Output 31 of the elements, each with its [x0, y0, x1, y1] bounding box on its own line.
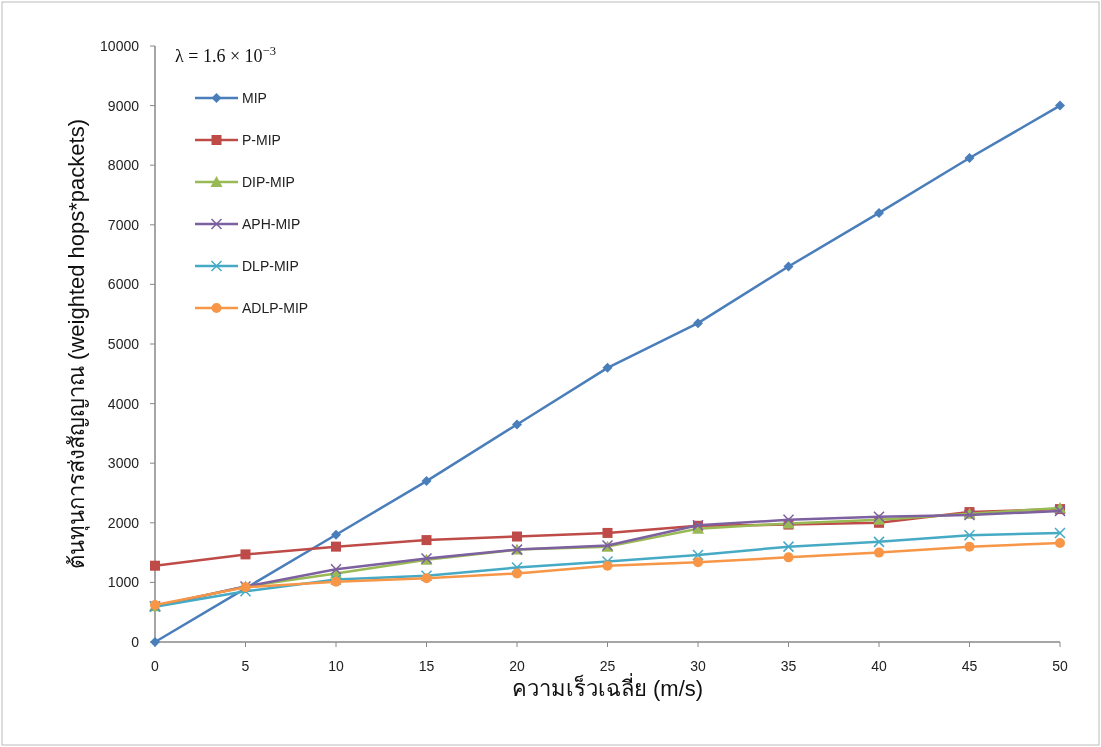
y-tick-label: 6000: [107, 276, 140, 293]
legend-label: APH-MIP: [242, 216, 301, 232]
x-tick-label: 15: [418, 658, 435, 674]
legend-label: ADLP-MIP: [242, 300, 309, 316]
y-tick-label: 4000: [107, 395, 140, 412]
y-tick-label: 1000: [107, 574, 140, 591]
y-axis-title: ต้นทุนการส่งสัญญาณ (weighted hops*packets): [64, 118, 90, 570]
y-tick-label: 8000: [107, 157, 140, 174]
y-tick-label: 9000: [107, 97, 140, 114]
x-tick-label: 30: [690, 658, 706, 674]
x-tick-label: 10: [328, 658, 344, 674]
x-tick-label: 25: [599, 658, 616, 674]
y-tick-label: 5000: [107, 336, 140, 352]
y-tick-label: 10000: [100, 38, 140, 54]
x-tick-label: 35: [780, 658, 797, 674]
annotation: λ = 1.6 × 10$^{−3}$: [175, 44, 276, 66]
x-tick-label: 50: [1052, 658, 1068, 674]
y-tick-label: 2000: [107, 514, 140, 531]
legend-label: P-MIP: [242, 132, 281, 148]
x-tick-label: 5: [241, 658, 250, 674]
legend-label: MIP: [242, 90, 267, 106]
legend-label: DIP-MIP: [242, 174, 295, 190]
y-tick-label: 0: [131, 634, 140, 650]
y-tick-label: 3000: [107, 455, 140, 472]
y-tick-label: 7000: [107, 216, 140, 233]
x-tick-label: 20: [509, 658, 525, 674]
x-tick-label: 0: [151, 658, 160, 674]
x-tick-label: 45: [961, 658, 978, 674]
legend-label: DLP-MIP: [242, 258, 299, 274]
x-tick-label: 40: [871, 658, 887, 674]
x-axis-title: ความเร็วเฉลี่ย (m/s): [511, 673, 704, 701]
